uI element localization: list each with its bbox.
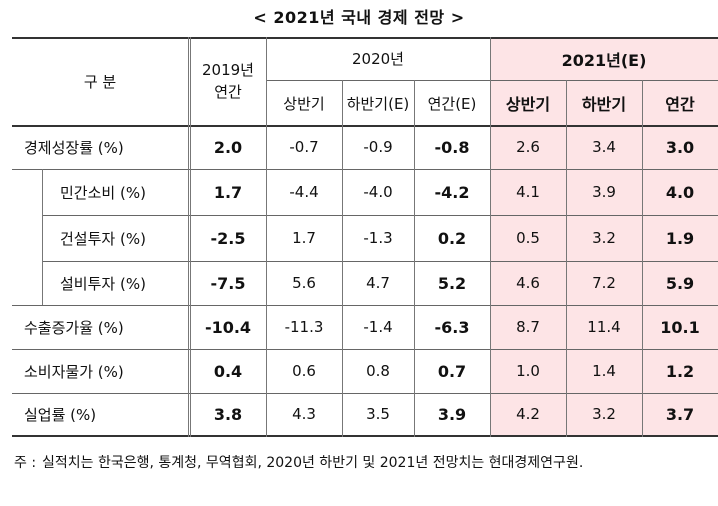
table-cell: 0.7 (437, 361, 467, 381)
table-cell: -4.2 (434, 182, 470, 202)
table-cell: 2.6 (516, 138, 540, 156)
row-label: 실업률 (%) (24, 405, 97, 424)
table-cell: -0.9 (363, 138, 393, 156)
table-cell: 0.8 (366, 362, 390, 380)
table-cell: 1.7 (292, 229, 316, 247)
row-label: 설비투자 (%) (60, 274, 146, 293)
row-label: 수출증가율 (%) (24, 318, 124, 337)
header-2020-h2: 하반기(E) (346, 94, 410, 113)
header-2020: 2020년 (352, 50, 404, 68)
header-2021: 2021년(E) (561, 50, 647, 70)
table-cell: -1.3 (363, 229, 393, 247)
table-cell: 5.6 (292, 274, 316, 292)
table-cell: 0.4 (213, 361, 243, 381)
header-2021-h2: 하반기 (581, 95, 627, 114)
table-cell: 3.2 (592, 405, 616, 423)
table-cell: -4.0 (363, 183, 393, 201)
table-cell: -10.4 (204, 317, 252, 337)
table-cell: 3.8 (213, 404, 243, 424)
header-2021-h1: 상반기 (505, 95, 551, 114)
table-cell: 3.2 (592, 229, 616, 247)
table-cell: 1.9 (665, 228, 695, 248)
table-cell: 0.5 (516, 229, 540, 247)
table-cell: 10.1 (660, 317, 700, 337)
table-cell: -2.5 (210, 228, 246, 248)
table-cell: 1.0 (516, 362, 540, 380)
table-cell: 3.9 (592, 183, 616, 201)
forecast-table: 구 분 2019년 연간 2020년 상반기 하반기(E) 연간(E) 2021… (12, 37, 718, 437)
table-cell: -11.3 (284, 318, 324, 336)
header-2019: 2019년 (202, 60, 254, 79)
header-2021-annual: 연간 (665, 95, 695, 114)
table-cell: -0.7 (289, 138, 319, 156)
forecast-2021-highlight (490, 37, 718, 437)
table-cell: 3.5 (366, 405, 390, 423)
header-2020-h1: 상반기 (283, 94, 325, 113)
table-cell: 4.7 (366, 274, 390, 292)
table-cell: 3.4 (592, 138, 616, 156)
footnote-text: 실적치는 한국은행, 통계청, 무역협회, 2020년 하반기 및 2021년 … (42, 455, 584, 471)
table-cell: 8.7 (516, 318, 540, 336)
row-label: 경제성장률 (%) (24, 138, 124, 157)
table-cell: 3.9 (437, 404, 467, 424)
table-cell: 3.0 (665, 137, 695, 157)
table-cell: -4.4 (289, 183, 319, 201)
table-cell: 4.1 (516, 183, 540, 201)
page-title: < 2021년 국내 경제 전망 > (253, 8, 465, 27)
table-cell: 5.2 (437, 273, 467, 293)
table-cell: 7.2 (592, 274, 616, 292)
header-2020-annual: 연간(E) (427, 94, 477, 113)
footnote-prefix: 주 : (14, 455, 37, 471)
table-cell: 4.0 (665, 182, 695, 202)
table-cell: -0.8 (434, 137, 470, 157)
table-cell: 1.2 (665, 361, 695, 381)
table-cell: 5.9 (665, 273, 695, 293)
table-cell: 1.4 (592, 362, 616, 380)
table-cell: 1.7 (213, 182, 243, 202)
table-cell: 4.3 (292, 405, 316, 423)
header-category: 구 분 (83, 72, 117, 91)
header-2019-annual: 연간 (214, 82, 242, 101)
table-cell: 4.2 (516, 405, 540, 423)
table-cell: 2.0 (213, 137, 243, 157)
table-cell: 3.7 (665, 404, 695, 424)
row-label: 민간소비 (%) (60, 183, 146, 202)
table-cell: -6.3 (434, 317, 470, 337)
row-label: 건설투자 (%) (60, 229, 146, 248)
row-label: 소비자물가 (%) (24, 362, 124, 381)
table-cell: 0.6 (292, 362, 316, 380)
table-cell: -1.4 (363, 318, 393, 336)
table-cell: -7.5 (210, 273, 246, 293)
table-cell: 11.4 (587, 318, 621, 336)
table-cell: 4.6 (516, 274, 540, 292)
table-cell: 0.2 (437, 228, 467, 248)
